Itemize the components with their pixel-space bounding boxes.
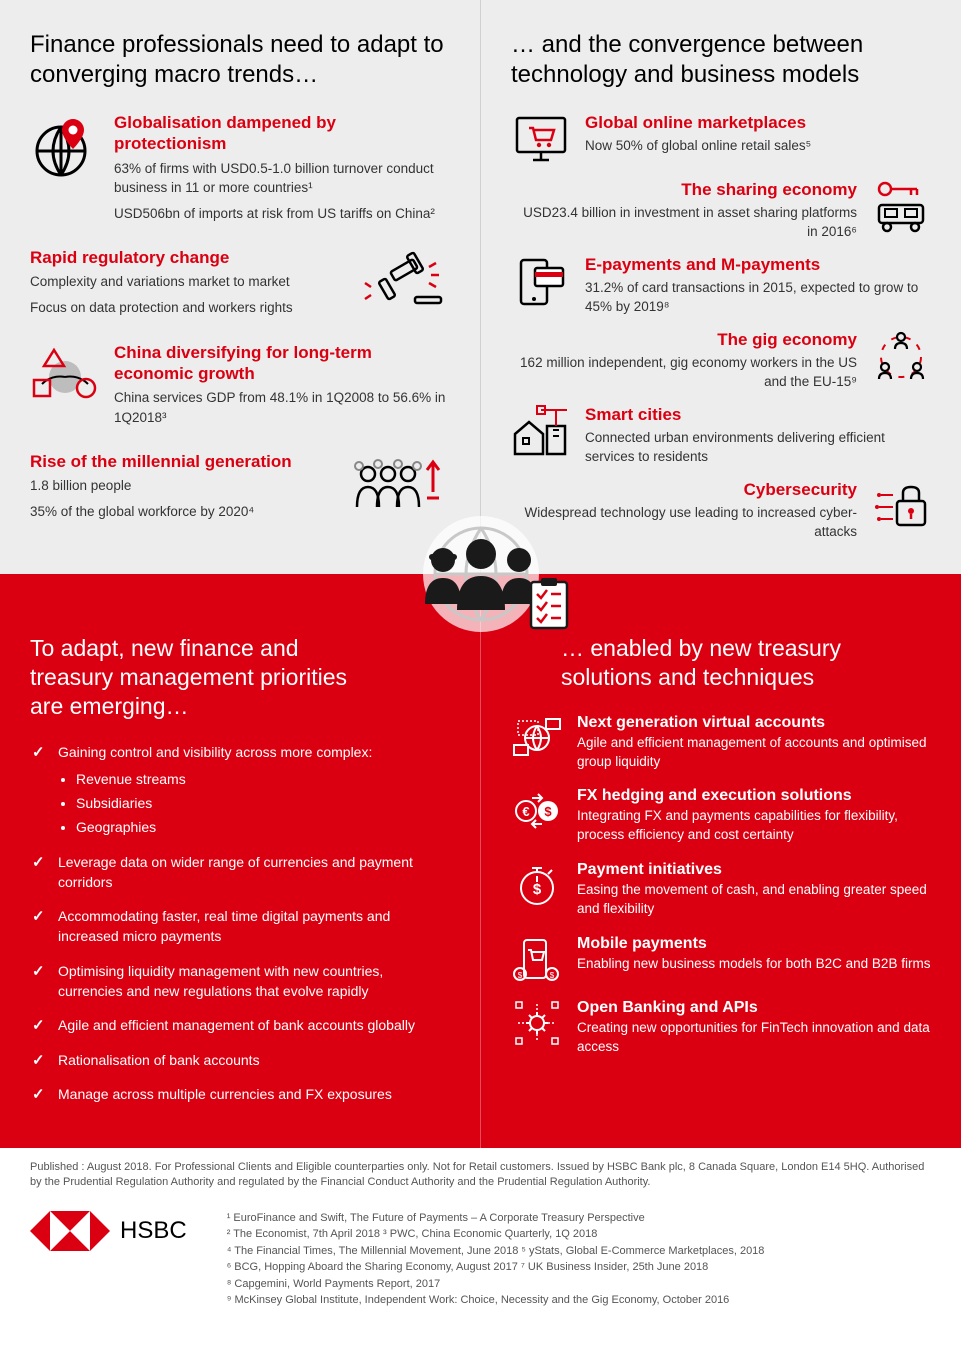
sol-mobile-payments: $$ Mobile payments Enabling new business… [511, 935, 931, 983]
item-regulatory: Rapid regulatory change Complexity and v… [30, 247, 450, 323]
currency-exchange-icon: €$ [511, 787, 563, 835]
mobile-cart-icon: $$ [511, 935, 563, 983]
sol-title: Next generation virtual accounts [577, 714, 931, 732]
ref-line: ⁶ BCG, Hopping Aboard the Sharing Econom… [227, 1259, 765, 1276]
item-title: The gig economy [511, 329, 857, 350]
phone-card-icon [511, 254, 571, 309]
item-body: 162 million independent, gig economy wor… [511, 354, 857, 392]
bottom-right-column: … enabled by new treasury solutions and … [481, 574, 961, 1148]
list-item: Leverage data on wider range of currenci… [30, 852, 450, 893]
item-title: Rise of the millennial generation [30, 451, 326, 472]
sol-payment-initiatives: $ Payment initiatives Easing the movemen… [511, 861, 931, 919]
ref-line: ⁸ Capgemini, World Payments Report, 2017 [227, 1276, 765, 1293]
sol-body: Agile and efficient management of accoun… [577, 734, 931, 772]
item-gig-economy: The gig economy 162 million independent,… [511, 329, 931, 392]
item-epayments: E-payments and M-payments 31.2% of card … [511, 254, 931, 317]
sub-item: Geographies [76, 817, 450, 837]
top-section: Finance professionals need to adapt to c… [0, 0, 961, 574]
list-item: Agile and efficient management of bank a… [30, 1015, 450, 1035]
sol-title: Mobile payments [577, 935, 931, 953]
list-text: Gaining control and visibility across mo… [58, 744, 372, 760]
sol-body: Integrating FX and payments capabilities… [577, 807, 931, 845]
item-title: Smart cities [585, 404, 931, 425]
stopwatch-money-icon: $ [511, 861, 563, 909]
ref-line: ⁹ McKinsey Global Institute, Independent… [227, 1292, 765, 1309]
ref-line: ⁴ The Financial Times, The Millennial Mo… [227, 1243, 765, 1260]
sub-item: Subsidiaries [76, 793, 450, 813]
sol-open-banking: Open Banking and APIs Creating new oppor… [511, 999, 931, 1057]
item-title: Cybersecurity [511, 479, 857, 500]
top-left-headline: Finance professionals need to adapt to c… [30, 30, 450, 90]
item-title: Global online marketplaces [585, 112, 931, 133]
hsbc-hexagon-icon [30, 1210, 110, 1252]
svg-text:$: $ [533, 881, 542, 898]
item-title: Rapid regulatory change [30, 247, 346, 268]
network-people-icon [871, 329, 931, 384]
shapes-cycle-icon [30, 342, 100, 412]
lock-threat-icon [871, 479, 931, 534]
item-body: USD23.4 billion in investment in asset s… [511, 204, 857, 242]
list-item: Rationalisation of bank accounts [30, 1050, 450, 1070]
top-left-column: Finance professionals need to adapt to c… [0, 0, 480, 574]
item-title: E-payments and M-payments [585, 254, 931, 275]
center-people-globe-icon [381, 504, 581, 644]
svg-text:$: $ [518, 971, 523, 980]
item-body: 35% of the global workforce by 2020⁴ [30, 502, 326, 522]
smart-city-icon [511, 404, 571, 459]
ref-line: ¹ EuroFinance and Swift, The Future of P… [227, 1210, 765, 1227]
brand-text: HSBC [120, 1215, 187, 1247]
item-online-marketplaces: Global online marketplaces Now 50% of gl… [511, 112, 931, 167]
sol-virtual-accounts: Next generation virtual accounts Agile a… [511, 714, 931, 772]
item-body: 63% of firms with USD0.5-1.0 billion tur… [114, 159, 450, 198]
item-body: Now 50% of global online retail sales⁵ [585, 137, 931, 156]
sol-body: Easing the movement of cash, and enablin… [577, 881, 931, 919]
top-right-column: … and the convergence between technology… [481, 0, 961, 574]
item-sharing-economy: The sharing economy USD23.4 billion in i… [511, 179, 931, 242]
monitor-cart-icon [511, 112, 571, 167]
item-body: Connected urban environments delivering … [585, 429, 931, 467]
list-item: Optimising liquidity management with new… [30, 961, 450, 1002]
ref-line: ² The Economist, 7th April 2018 ³ PWC, C… [227, 1226, 765, 1243]
hsbc-logo: HSBC [30, 1210, 187, 1252]
bottom-section: To adapt, new finance and treasury manag… [0, 574, 961, 1148]
globe-pin-icon [30, 112, 100, 182]
item-globalisation: Globalisation dampened by protectionism … [30, 112, 450, 229]
car-key-icon [871, 179, 931, 234]
gavel-icon [360, 247, 450, 317]
list-item: Gaining control and visibility across mo… [30, 742, 450, 837]
item-body: USD506bn of imports at risk from US tari… [114, 204, 450, 224]
svg-text:€: € [522, 804, 529, 819]
footer: Published : August 2018. For Professiona… [0, 1148, 961, 1339]
globe-laptops-icon [511, 714, 563, 762]
top-right-headline: … and the convergence between technology… [511, 30, 931, 90]
svg-text:$: $ [550, 971, 555, 980]
item-body: China services GDP from 48.1% in 1Q2008 … [114, 388, 450, 427]
disclaimer-text: Published : August 2018. For Professiona… [30, 1160, 931, 1190]
references-list: ¹ EuroFinance and Swift, The Future of P… [227, 1210, 765, 1309]
sol-title: Open Banking and APIs [577, 999, 931, 1017]
sol-title: FX hedging and execution solutions [577, 787, 931, 805]
sub-item: Revenue streams [76, 769, 450, 789]
sol-body: Enabling new business models for both B2… [577, 955, 931, 974]
item-title: China diversifying for long-term economi… [114, 342, 450, 385]
sol-body: Creating new opportunities for FinTech i… [577, 1019, 931, 1057]
item-body: Complexity and variations market to mark… [30, 272, 346, 292]
api-gear-icon [511, 999, 563, 1047]
bottom-left-headline: To adapt, new finance and treasury manag… [30, 634, 350, 720]
bottom-left-column: To adapt, new finance and treasury manag… [0, 574, 480, 1148]
item-body: 1.8 billion people [30, 476, 326, 496]
priorities-list: Gaining control and visibility across mo… [30, 742, 450, 1104]
item-body: 31.2% of card transactions in 2015, expe… [585, 279, 931, 317]
infographic-page: Finance professionals need to adapt to c… [0, 0, 961, 1339]
sol-fx-hedging: €$ FX hedging and execution solutions In… [511, 787, 931, 845]
item-body: Focus on data protection and workers rig… [30, 298, 346, 318]
list-item: Manage across multiple currencies and FX… [30, 1084, 450, 1104]
item-title: The sharing economy [511, 179, 857, 200]
item-title: Globalisation dampened by protectionism [114, 112, 450, 155]
sol-title: Payment initiatives [577, 861, 931, 879]
svg-text:$: $ [544, 804, 552, 819]
list-item: Accommodating faster, real time digital … [30, 906, 450, 947]
item-smart-cities: Smart cities Connected urban environment… [511, 404, 931, 467]
item-china: China diversifying for long-term economi… [30, 342, 450, 434]
